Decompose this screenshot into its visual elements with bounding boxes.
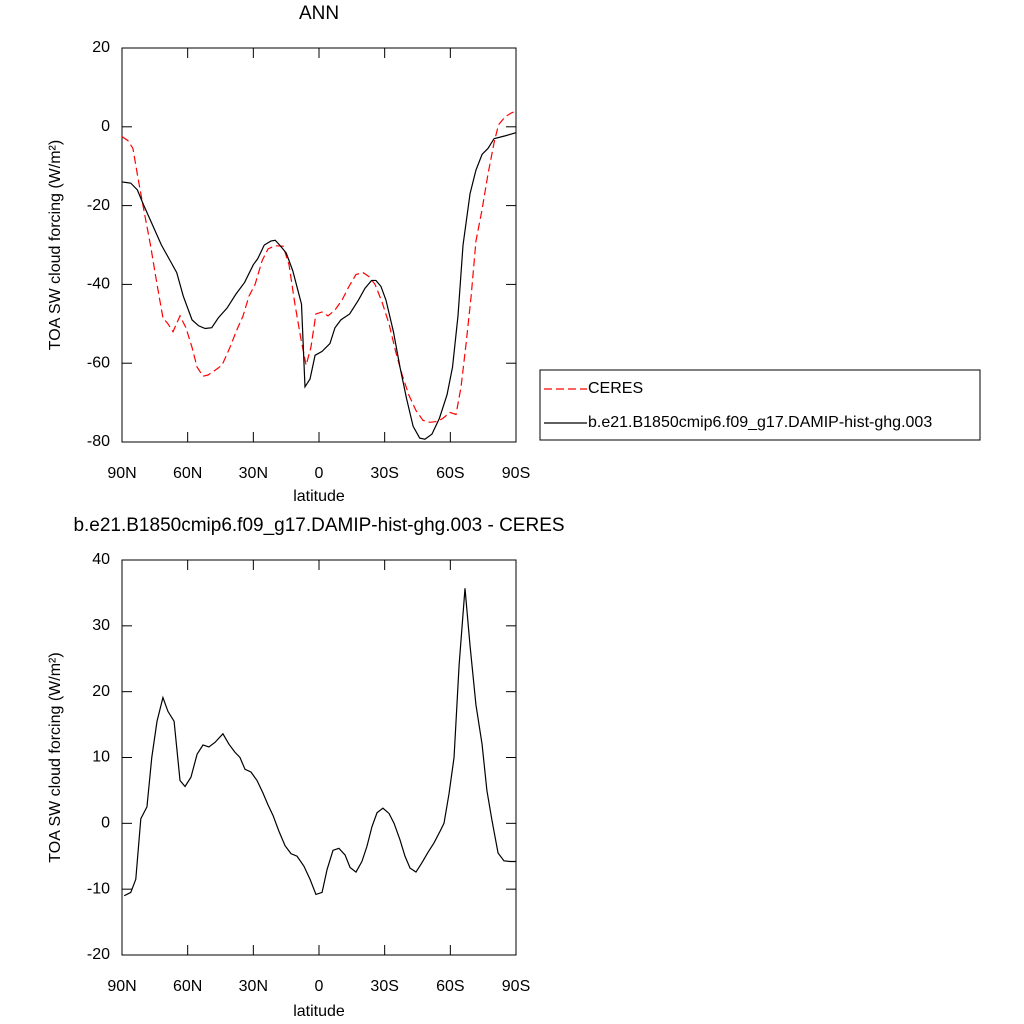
x-tick-label: 60S (436, 978, 464, 995)
chart-title: ANN (299, 3, 339, 24)
y-tick-label: -60 (87, 354, 110, 371)
y-tick-label: -40 (87, 276, 110, 293)
y-tick-label: 10 (92, 749, 110, 766)
y-tick-label: 40 (92, 551, 110, 568)
x-tick-label: 90S (502, 465, 530, 482)
x-tick-label: 90S (502, 978, 530, 995)
x-tick-label: 90N (107, 978, 136, 995)
y-tick-label: 0 (101, 815, 110, 832)
plot-frame (121, 559, 517, 956)
y-tick-label: -20 (87, 946, 110, 963)
y-tick-label: -20 (87, 197, 110, 214)
y-axis-label: TOA SW cloud forcing (W/m²) (47, 652, 64, 862)
x-tick-label: 30S (370, 465, 398, 482)
x-tick-label: 60N (173, 465, 202, 482)
y-tick-label: -80 (87, 433, 110, 450)
y-tick-label: 30 (92, 617, 110, 634)
plot-frame (121, 47, 517, 443)
y-axis-label: TOA SW cloud forcing (W/m²) (47, 140, 64, 350)
y-tick-label: 0 (101, 118, 110, 135)
x-tick-label: 0 (315, 978, 324, 995)
chart-title: b.e21.B1850cmip6.f09_g17.DAMIP-hist-ghg.… (73, 515, 564, 536)
y-tick-label: 20 (92, 39, 110, 56)
x-tick-label: 60S (436, 465, 464, 482)
legend-box (539, 369, 981, 441)
data-line (123, 588, 516, 897)
x-tick-label: 0 (315, 465, 324, 482)
x-axis-label: latitude (293, 1003, 345, 1020)
data-line (121, 132, 517, 440)
data-line (121, 110, 517, 423)
x-tick-label: 30N (239, 465, 268, 482)
y-tick-label: -10 (87, 880, 110, 897)
x-tick-label: 30N (239, 978, 268, 995)
legend-label: CERES (588, 380, 643, 397)
x-tick-label: 60N (173, 978, 202, 995)
x-tick-label: 90N (107, 465, 136, 482)
legend-label: b.e21.B1850cmip6.f09_g17.DAMIP-hist-ghg.… (588, 414, 932, 431)
y-tick-label: 20 (92, 683, 110, 700)
x-axis-label: latitude (293, 488, 345, 505)
x-tick-label: 30S (370, 978, 398, 995)
